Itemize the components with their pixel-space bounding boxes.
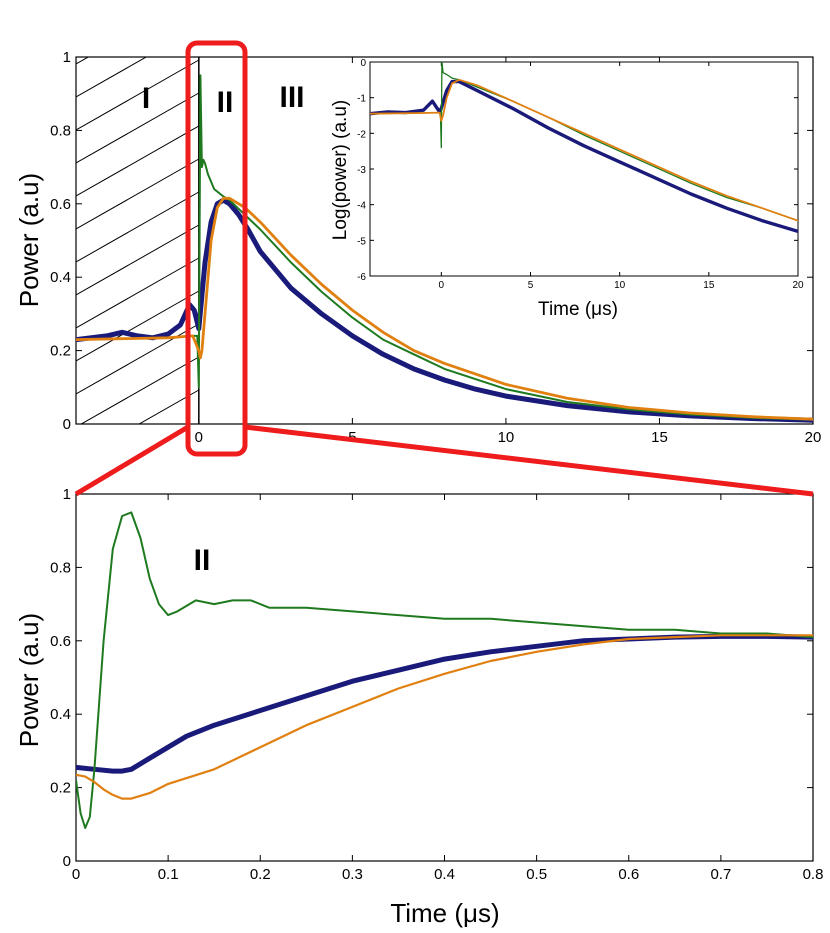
zoom-highlight-box: [185, 40, 248, 457]
zoom-indicator: [74, 40, 814, 497]
y-tick-label: 0.6: [50, 633, 71, 650]
x-tick-label: 0.1: [158, 866, 179, 883]
bottom-chart: 0 0.1 0.2 0.3 0.4 0.5 0.6 0.7 0.8 0 0.2 0.4 0.6 0.8 1…: [14, 486, 823, 928]
bottom-x-ticks: 0 0.1 0.2 0.3 0.4 0.5 0.6 0.7 0.8: [72, 494, 824, 883]
y-tick-label: -3: [357, 165, 366, 176]
x-tick-label: 0.4: [434, 866, 455, 883]
inset-y-ticks: -6 -5 -4 -3 -2 -1 0: [357, 58, 798, 283]
top-y-ticks: 0 0.2 0.4 0.6 0.8 1: [50, 49, 813, 433]
series-line-model_b: [370, 78, 798, 222]
inset-series: [370, 62, 798, 234]
y-tick-label: -2: [357, 129, 366, 140]
x-tick-label: 0.5: [526, 866, 547, 883]
x-tick-label: 20: [805, 429, 822, 446]
y-tick-label: 0: [63, 853, 71, 870]
y-tick-label: 0.6: [50, 196, 71, 213]
hatch-line: [76, 92, 200, 164]
hatch-line: [80, 356, 200, 424]
series-line-model_b: [76, 634, 813, 800]
inset-plot-frame: [369, 61, 799, 277]
y-tick-label: 0.8: [50, 122, 71, 139]
hatch-line: [76, 0, 199, 31]
x-tick-label: 15: [703, 280, 715, 291]
bottom-region-label: II: [194, 544, 211, 577]
x-tick-label: 0.7: [710, 866, 731, 883]
bottom-x-axis-label: Time (μs): [390, 898, 499, 928]
y-tick-label: 0: [360, 58, 366, 69]
zoom-connector-right: [244, 424, 814, 497]
y-tick-label: 0.4: [50, 269, 71, 286]
top-y-axis-label: Power (a.u): [14, 173, 44, 307]
hatch-line: [76, 191, 200, 263]
series-line-model_a: [76, 511, 813, 829]
zoom-connector-left: [74, 424, 190, 497]
hatch-line: [76, 224, 200, 296]
inset-x-axis-label: Time (μs): [538, 299, 618, 320]
x-tick-label: 5: [528, 280, 534, 291]
y-tick-label: 0.2: [50, 780, 71, 797]
x-tick-label: 0: [195, 429, 203, 446]
inset-y-axis-label: Log(power) (a.u): [330, 100, 351, 240]
series-line-measured: [76, 197, 813, 423]
y-tick-label: 0.8: [50, 559, 71, 576]
bottom-plot-frame: [75, 493, 814, 862]
y-tick-label: 1: [63, 486, 71, 503]
x-tick-label: 15: [651, 429, 668, 446]
hatch-line: [76, 290, 200, 362]
y-tick-label: 0.4: [50, 706, 71, 723]
region-label-I: I: [142, 82, 150, 115]
hatch-line: [76, 125, 200, 197]
bottom-y-axis-label: Power (a.u): [14, 613, 44, 747]
region-label-II: II: [217, 86, 234, 119]
hatch-line: [138, 389, 200, 424]
hatch-line: [76, 57, 148, 98]
series-line-model_a: [370, 62, 798, 222]
hatch-line: [76, 158, 200, 230]
x-tick-label: 0.8: [803, 866, 824, 883]
y-tick-label: -6: [357, 272, 366, 283]
bottom-series: [76, 511, 813, 829]
series-line-model_b: [76, 196, 813, 421]
x-tick-label: 0.3: [342, 866, 363, 883]
x-tick-label: 0: [72, 866, 80, 883]
y-tick-label: 0.2: [50, 343, 71, 360]
hatch-line: [76, 257, 200, 329]
x-tick-label: 10: [498, 429, 515, 446]
y-tick-label: 0: [63, 416, 71, 433]
x-tick-label: 20: [792, 280, 804, 291]
hatch-line: [76, 59, 200, 131]
region-label-III: III: [279, 81, 304, 114]
y-tick-label: -5: [357, 236, 366, 247]
y-tick-label: 1: [63, 49, 71, 66]
hatch-line: [76, 57, 90, 65]
y-tick-label: -4: [357, 201, 366, 212]
series-line-measured: [370, 79, 798, 234]
x-tick-label: 0: [439, 280, 445, 291]
y-tick-label: -1: [357, 94, 366, 105]
x-tick-label: 0.6: [618, 866, 639, 883]
x-tick-label: 10: [614, 280, 626, 291]
x-tick-label: 0.2: [250, 866, 271, 883]
bottom-y-ticks: 0 0.2 0.4 0.6 0.8 1: [50, 486, 813, 870]
inset-chart: 0 5 10 15 20 -6 -5 -4 -3 -2 -1 0 Time (μs) Log(pow…: [330, 58, 804, 320]
